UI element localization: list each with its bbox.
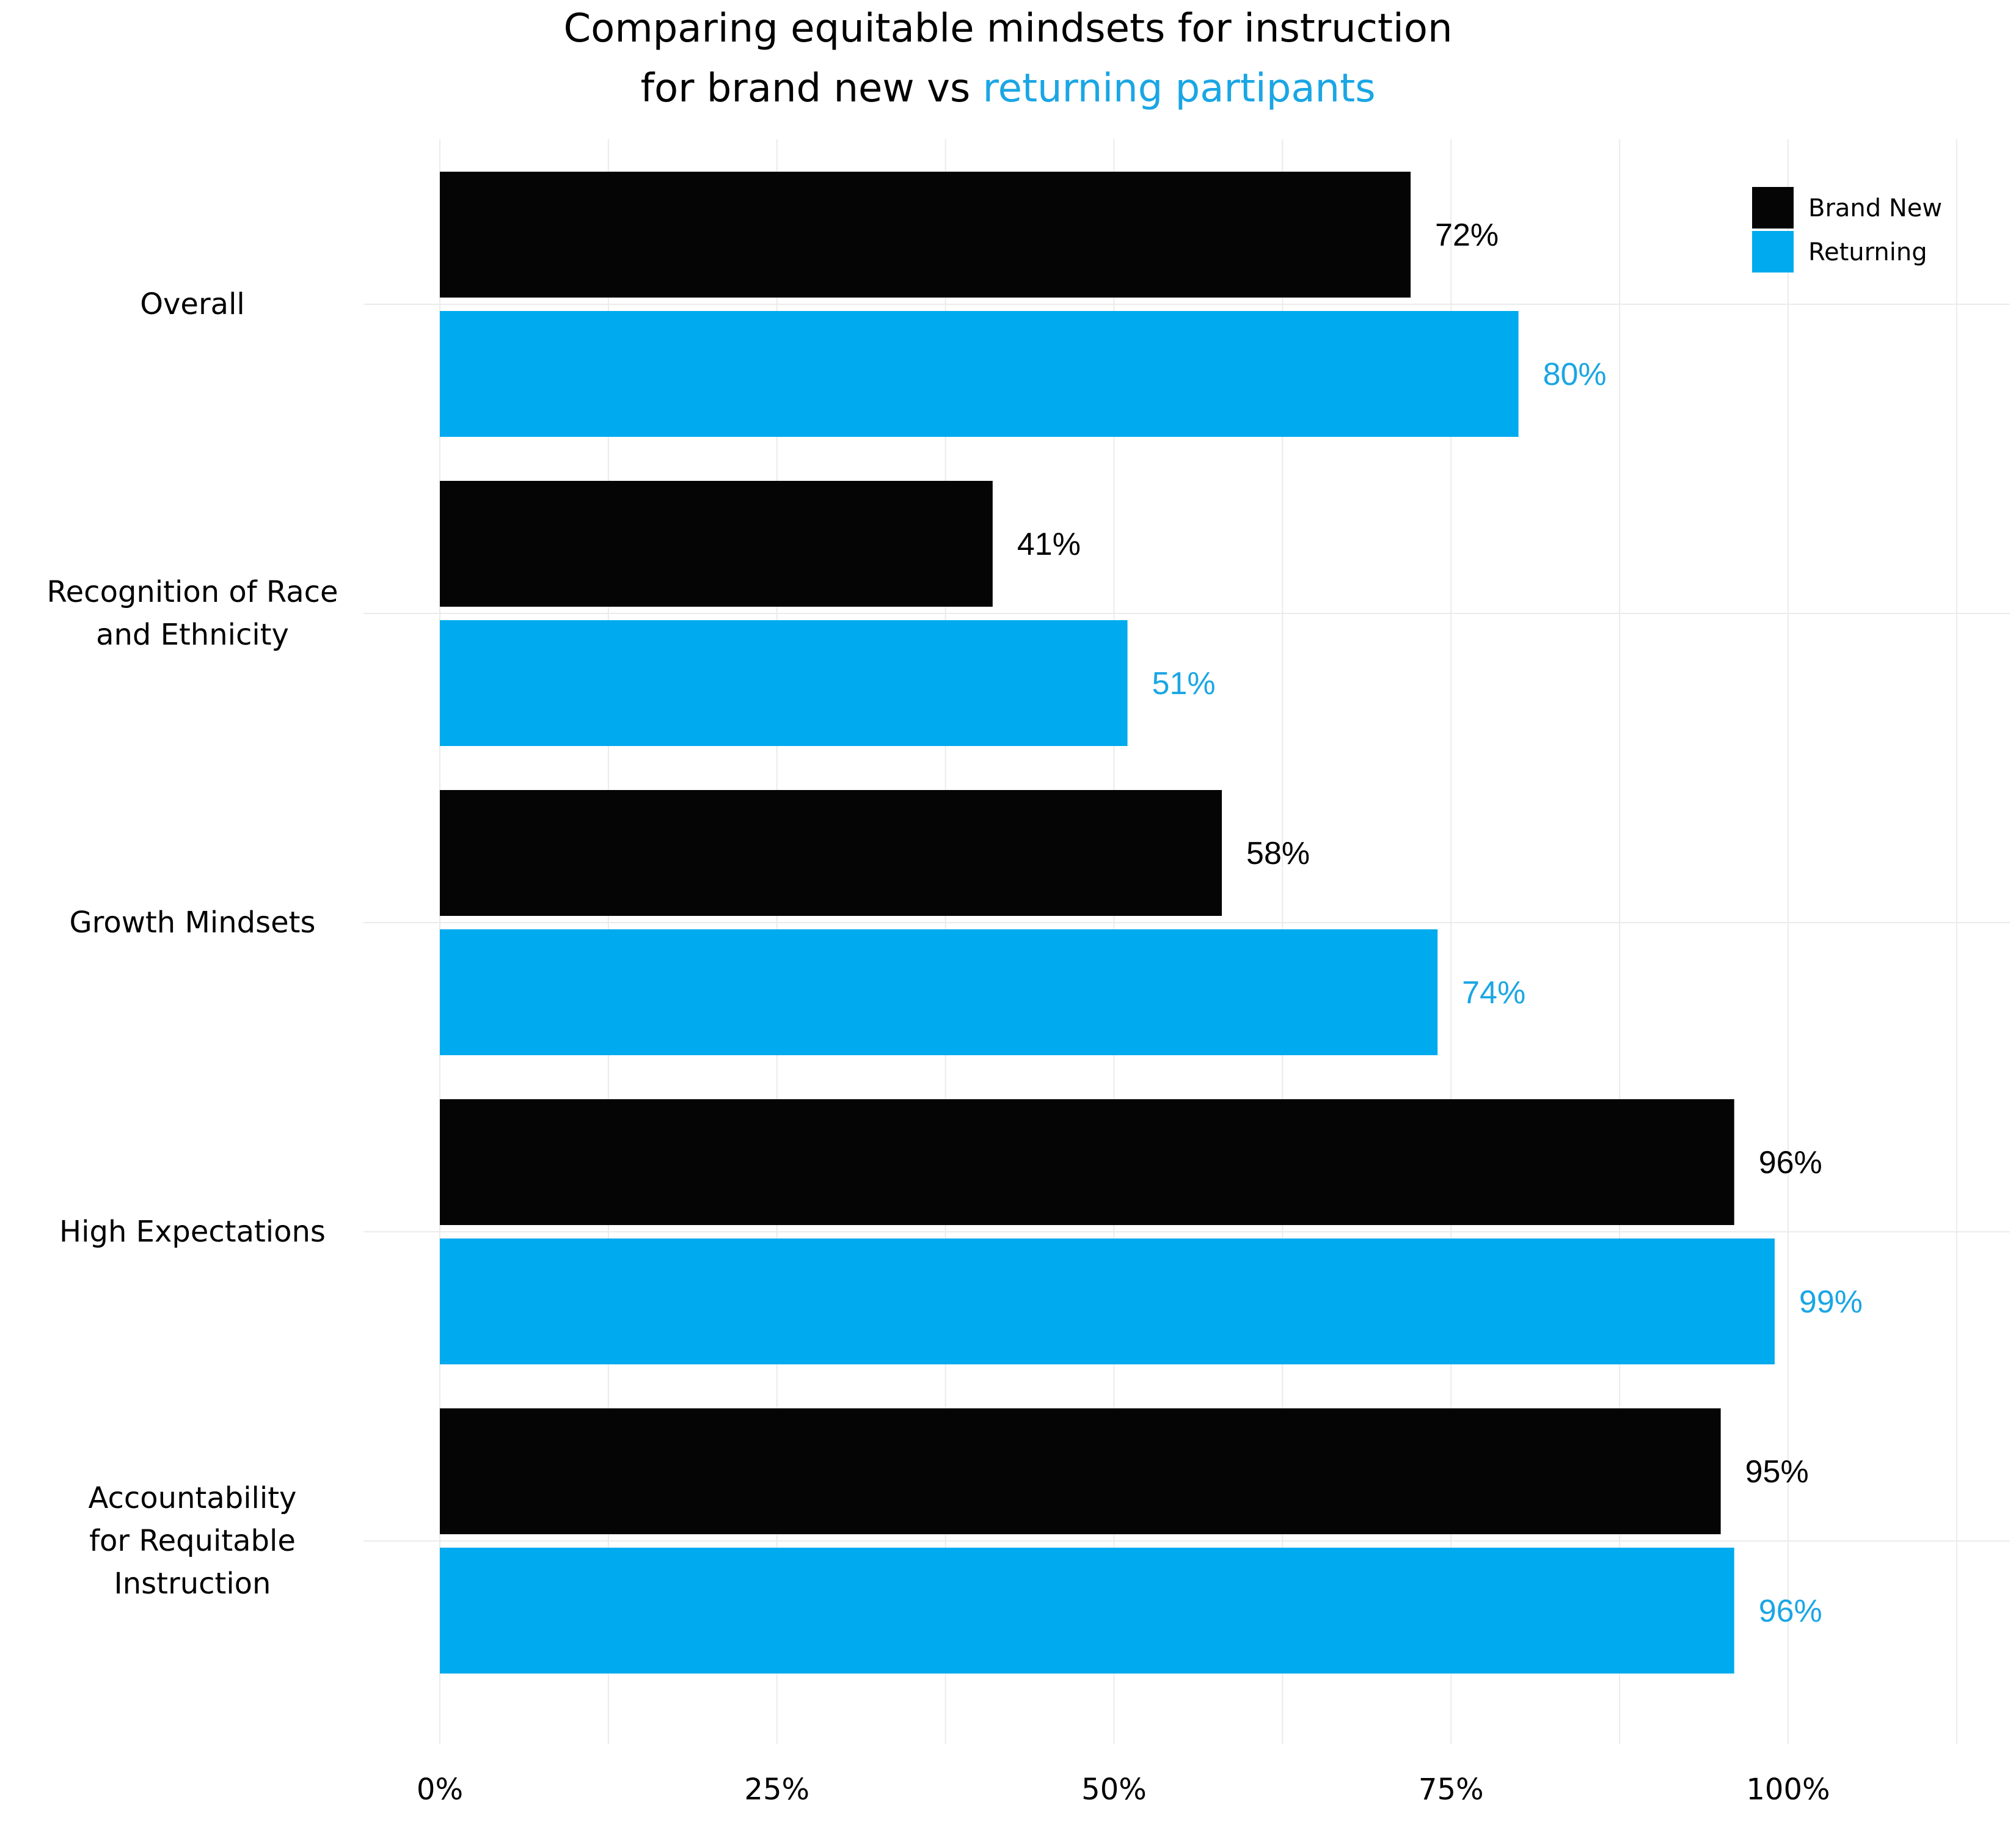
bar-value-label: 96% [1759, 1145, 1822, 1180]
bars [440, 172, 1775, 1674]
category-label-line: Accountability [89, 1481, 297, 1515]
category-label-line: Instruction [114, 1567, 271, 1601]
bar-returning [440, 311, 1519, 437]
category-label: Recognition of Race and Ethnicity [46, 575, 338, 652]
chart-title: Comparing equitable mindsets for instruc… [0, 0, 2016, 122]
chart-title-line2-prefix: for brand new vs [640, 66, 983, 111]
bar-brand-new [440, 790, 1222, 916]
chart-title-line2-accent: returning partipants [982, 66, 1376, 111]
x-tick-label: 0% [417, 1773, 463, 1807]
category-label-line: High Expectations [59, 1215, 326, 1249]
bar-value-label: 74% [1462, 975, 1525, 1011]
bar-value-label: 72% [1435, 218, 1499, 253]
bar-brand-new [440, 1408, 1721, 1534]
category-labels: Overall Recognition of Race and Ethnicity G… [46, 287, 338, 1601]
category-label-line: for Requitable [89, 1524, 296, 1558]
bar-returning [440, 1238, 1775, 1364]
legend-swatch-returning [1752, 231, 1794, 273]
category-label-line: and Ethnicity [96, 618, 289, 652]
value-labels: 72% 80% 41% 51% 58% 74% 96% 99% 95% 96% [1017, 218, 1863, 1629]
category-label: Growth Mindsets [69, 906, 315, 940]
bar-value-label: 96% [1759, 1593, 1822, 1629]
category-label-line: Overall [140, 287, 245, 321]
legend-label: Brand New [1808, 194, 1942, 222]
category-label-line: Recognition of Race [46, 575, 338, 609]
category-label: High Expectations [59, 1215, 326, 1249]
x-tick-label: 100% [1746, 1773, 1830, 1807]
chart-title-line1: Comparing equitable mindsets for instruc… [563, 6, 1453, 51]
bar-value-label: 99% [1799, 1284, 1863, 1320]
category-label-line: Growth Mindsets [69, 906, 315, 940]
category-label: Accountability for Requitable Instruction [89, 1481, 297, 1601]
bar-value-label: 51% [1152, 666, 1216, 701]
legend-label: Returning [1808, 238, 1927, 266]
bar-returning [440, 620, 1128, 746]
bar-value-label: 41% [1017, 527, 1081, 562]
legend: Brand New Returning [1752, 187, 1942, 273]
bar-returning [440, 929, 1438, 1055]
bar-returning [440, 1548, 1734, 1674]
bar-brand-new [440, 1099, 1734, 1225]
category-label: Overall [140, 287, 245, 321]
bar-value-label: 80% [1543, 357, 1607, 392]
chart-title-line2: for brand new vs returning partipants [0, 66, 2016, 111]
x-axis-ticks: 0% 25% 50% 75% 100% [417, 1773, 1830, 1807]
bar-value-label: 95% [1745, 1454, 1809, 1490]
legend-swatch-brand-new [1752, 187, 1794, 229]
bar-brand-new [440, 172, 1411, 298]
x-tick-label: 50% [1081, 1773, 1147, 1807]
bar-value-label: 58% [1246, 836, 1310, 871]
bar-brand-new [440, 481, 993, 607]
x-tick-label: 75% [1419, 1773, 1484, 1807]
x-tick-label: 25% [744, 1773, 809, 1807]
